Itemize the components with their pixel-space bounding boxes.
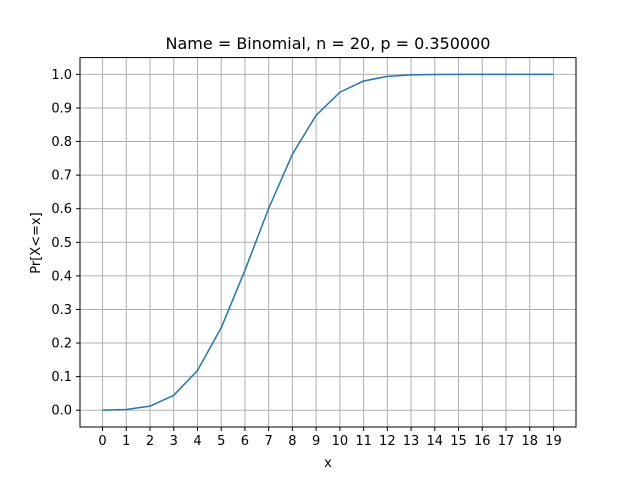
chart-title: Name = Binomial, n = 20, p = 0.350000 bbox=[166, 34, 491, 53]
y-tick-label: 0.6 bbox=[51, 202, 72, 217]
x-tick-label: 15 bbox=[450, 434, 467, 449]
x-tick-label: 13 bbox=[403, 434, 420, 449]
x-tick-label: 11 bbox=[355, 434, 372, 449]
x-tick-label: 12 bbox=[379, 434, 396, 449]
x-tick-label: 5 bbox=[217, 434, 225, 449]
x-tick-label: 2 bbox=[146, 434, 154, 449]
y-tick-label: 0.1 bbox=[51, 370, 72, 385]
x-tick-label: 4 bbox=[193, 434, 201, 449]
y-axis-label: Pr[X<=x] bbox=[29, 212, 44, 273]
x-tick-label: 10 bbox=[332, 434, 349, 449]
x-tick-label: 14 bbox=[427, 434, 444, 449]
x-tick-label: 6 bbox=[241, 434, 249, 449]
y-tick-label: 0.7 bbox=[51, 169, 72, 184]
y-tick-label: 0.4 bbox=[51, 269, 72, 284]
grid-lines bbox=[80, 58, 576, 427]
x-tick-label: 0 bbox=[98, 434, 106, 449]
x-tick-label: 8 bbox=[288, 434, 296, 449]
x-tick-label: 18 bbox=[521, 434, 538, 449]
x-tick-label: 19 bbox=[545, 434, 562, 449]
y-tick-label: 1.0 bbox=[51, 68, 72, 83]
x-tick-label: 17 bbox=[498, 434, 515, 449]
y-tick-label: 0.5 bbox=[51, 236, 72, 251]
y-axis-ticks: 0.0 0.1 0.2 0.3 0.4 0.5 0.6 0.7 0.8 0.9 1.0 bbox=[51, 68, 80, 419]
y-tick-label: 0.0 bbox=[51, 404, 72, 419]
x-axis-label: x bbox=[324, 456, 332, 471]
x-tick-label: 7 bbox=[265, 434, 273, 449]
y-tick-label: 0.3 bbox=[51, 303, 72, 318]
x-tick-label: 16 bbox=[474, 434, 491, 449]
x-tick-label: 1 bbox=[122, 434, 130, 449]
y-tick-label: 0.9 bbox=[51, 101, 72, 116]
y-tick-label: 0.8 bbox=[51, 135, 72, 150]
y-tick-label: 0.2 bbox=[51, 337, 72, 352]
x-tick-label: 9 bbox=[312, 434, 320, 449]
x-tick-label: 3 bbox=[170, 434, 178, 449]
